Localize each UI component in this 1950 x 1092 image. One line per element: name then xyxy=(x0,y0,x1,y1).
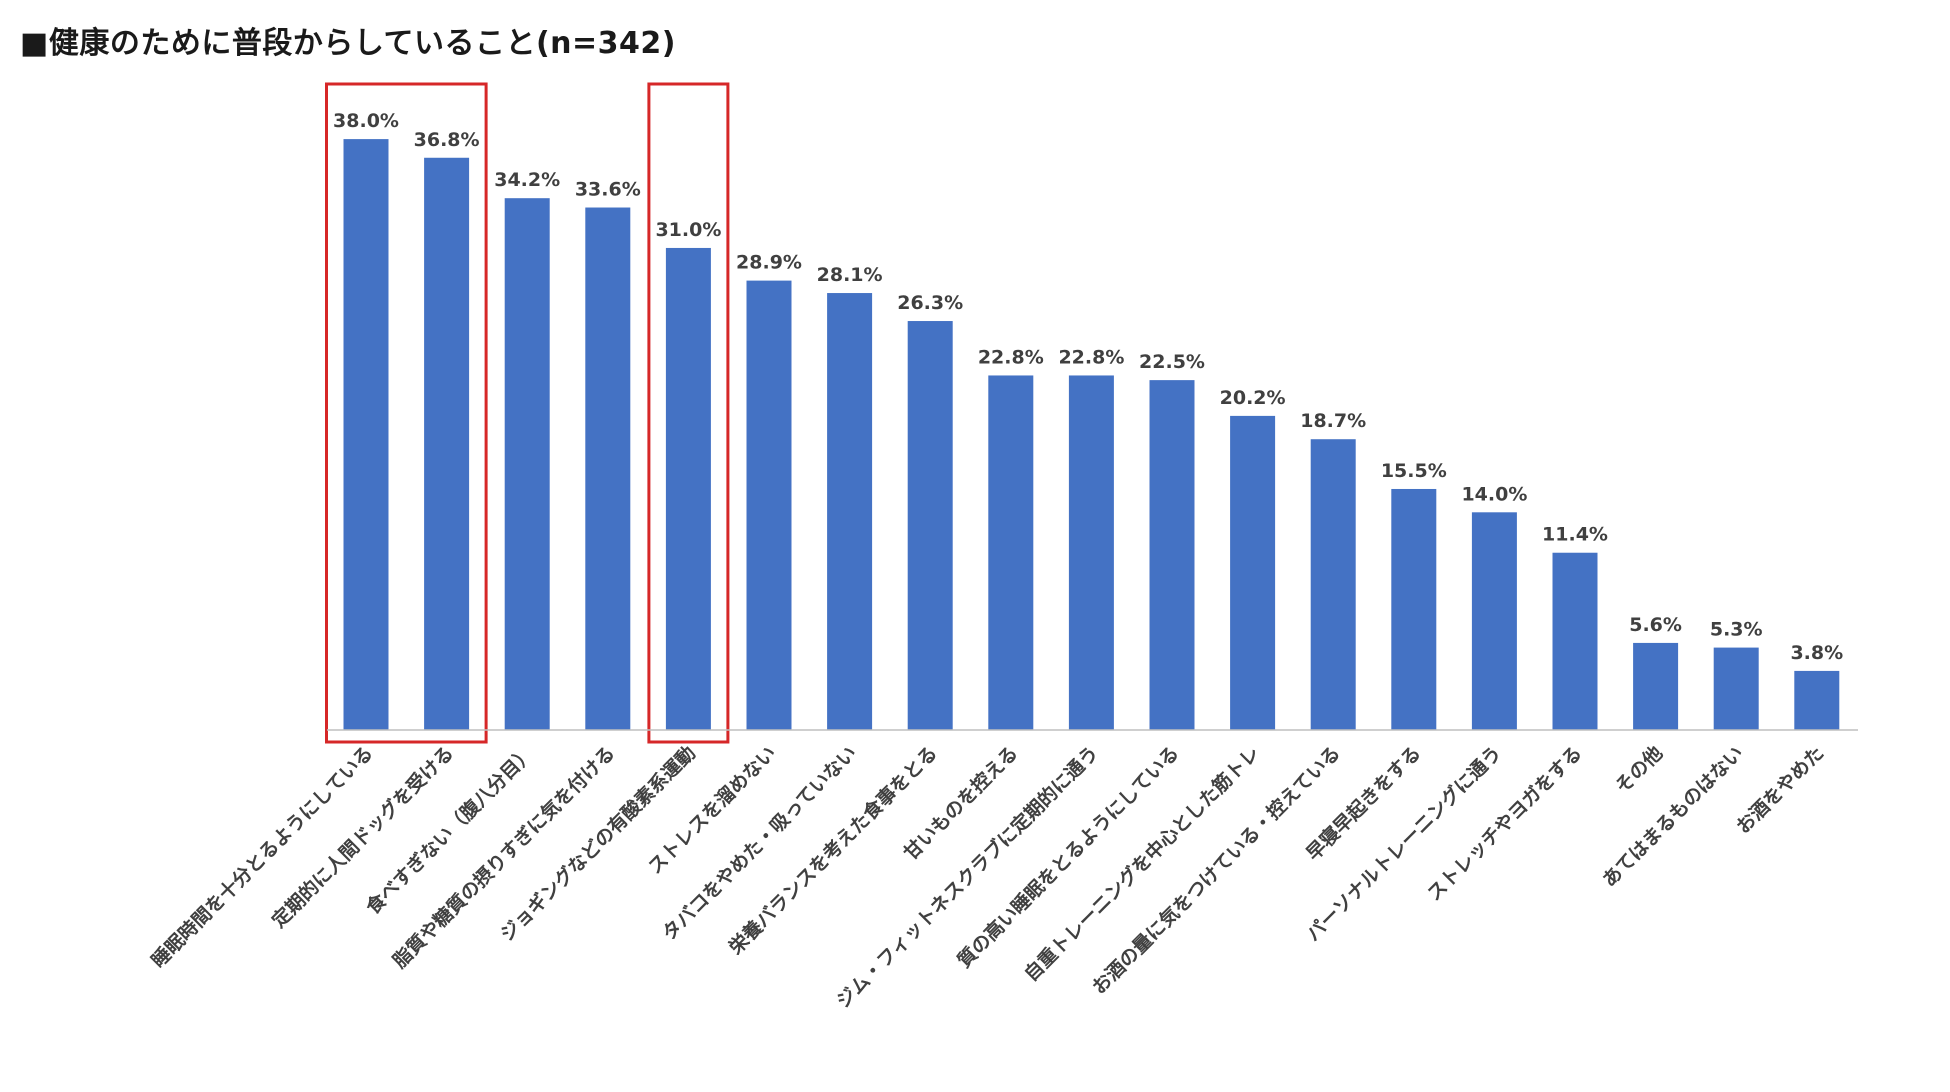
bar xyxy=(827,293,873,730)
bar xyxy=(746,280,792,730)
bar xyxy=(665,247,711,730)
bar xyxy=(1391,488,1437,730)
bar xyxy=(1068,375,1114,730)
bar-value-label: 15.5% xyxy=(1381,460,1447,482)
bar xyxy=(907,321,953,730)
chart-title: ■健康のために普段からしていること(n=342) xyxy=(20,26,676,61)
bars-group xyxy=(343,139,1840,731)
bar-value-label: 3.8% xyxy=(1790,642,1843,664)
bar-value-label: 5.6% xyxy=(1629,614,1682,636)
bar xyxy=(504,198,550,730)
bar-value-label: 38.0% xyxy=(333,110,399,132)
value-labels-group: 38.0% 36.8% 34.2% 33.6% 31.0% 28.9% 28.1% 26.3%… xyxy=(333,110,1843,664)
bar-value-label: 20.2% xyxy=(1220,387,1286,409)
category-label: 食べすぎない（腹八分目） xyxy=(361,741,538,918)
bar-value-label: 22.8% xyxy=(1058,346,1124,368)
category-label: その他 xyxy=(1611,741,1668,798)
bar-value-label: 26.3% xyxy=(897,292,963,314)
bar-value-label: 31.0% xyxy=(655,219,721,241)
bar xyxy=(1310,439,1356,730)
bar-value-label: 36.8% xyxy=(414,129,480,151)
bar xyxy=(1552,552,1598,730)
bar xyxy=(1794,670,1840,730)
bar-value-label: 22.5% xyxy=(1139,351,1205,373)
highlight-boxes xyxy=(325,82,730,744)
category-label: ストレッチやヨガをする xyxy=(1423,742,1586,905)
bar-value-label: 33.6% xyxy=(575,179,641,201)
category-label: あてはまるものはない xyxy=(1598,742,1747,891)
highlight-box xyxy=(325,82,488,744)
bar xyxy=(1149,380,1195,730)
bar xyxy=(988,375,1034,730)
highlight-box xyxy=(647,82,730,744)
bar-value-label: 11.4% xyxy=(1542,524,1608,546)
bar-value-label: 22.8% xyxy=(978,346,1044,368)
bar xyxy=(1230,415,1276,730)
bar xyxy=(585,207,631,730)
bar xyxy=(1471,512,1517,730)
bar-value-label: 28.1% xyxy=(817,264,883,286)
bar-value-label: 28.9% xyxy=(736,252,802,274)
bar xyxy=(1633,642,1679,730)
bar xyxy=(424,157,470,730)
bar-value-label: 18.7% xyxy=(1300,410,1366,432)
bar-value-label: 34.2% xyxy=(494,169,560,191)
bar-value-label: 5.3% xyxy=(1710,619,1763,641)
bar-value-label: 14.0% xyxy=(1461,483,1527,505)
category-labels-group: 睡眠時間を十分とるようにしている定期的に人間ドッグを受ける食べすぎない（腹八分目… xyxy=(147,741,1829,1012)
bar xyxy=(1713,647,1759,730)
bar xyxy=(343,139,389,731)
